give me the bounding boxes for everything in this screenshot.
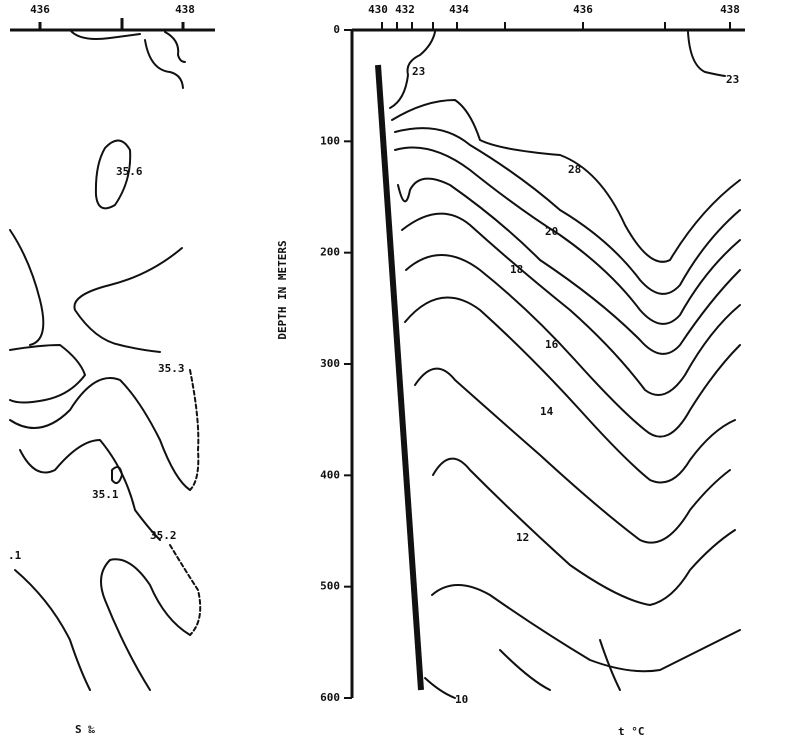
isotherm — [499, 649, 551, 691]
isotherm — [405, 254, 741, 438]
isotherm — [431, 584, 741, 673]
contour — [19, 439, 161, 541]
isotherm — [424, 677, 456, 699]
top-label: 438 — [720, 3, 740, 16]
contour-label: 35.1 — [92, 488, 119, 501]
depth-tick-label: 0 — [333, 23, 340, 36]
depth-tick-label: 300 — [320, 357, 340, 370]
isotherm — [401, 212, 741, 396]
isotherm-label: 14 — [540, 405, 554, 418]
contour-label: 35.2 — [150, 529, 177, 542]
contour — [189, 369, 200, 491]
isotherm-label: 12 — [516, 531, 529, 544]
top-label: 436 — [573, 3, 593, 16]
isotherm — [404, 296, 736, 484]
isotherm — [389, 31, 436, 109]
top-ticks — [381, 22, 731, 30]
unit-label: S ‰ — [75, 723, 95, 736]
station-line — [375, 64, 424, 691]
isotherm-label: 20 — [545, 225, 558, 238]
contour-label: 35.6 — [116, 165, 143, 178]
isotherm-label: 18 — [510, 263, 523, 276]
contour — [94, 139, 132, 210]
top-label: 430 — [368, 3, 388, 16]
axis-label: DEPTH IN METERS — [276, 240, 289, 339]
right-panel: 430 432 434 436 438 DEPTH IN METERS 23 2… — [276, 3, 745, 738]
contour — [100, 558, 191, 691]
contour — [9, 377, 191, 491]
contour — [164, 31, 186, 63]
isotherm — [687, 31, 726, 77]
isotherm-label: 23 — [412, 65, 425, 78]
contour — [144, 39, 184, 89]
isotherm-label: 28 — [568, 163, 581, 176]
depth-tick-label: 100 — [320, 134, 340, 147]
isotherm — [432, 457, 736, 606]
depth-tick-label: 400 — [320, 468, 340, 481]
contour — [9, 229, 45, 346]
depth-tick-label: 200 — [320, 246, 340, 259]
contour-label: .1 — [8, 549, 22, 562]
top-label: 432 — [395, 3, 415, 16]
contour — [169, 544, 202, 636]
contour — [73, 247, 183, 353]
isotherm — [391, 99, 741, 263]
isotherm — [599, 639, 621, 691]
top-label: 434 — [449, 3, 469, 16]
isotherm-label: 23 — [726, 73, 739, 86]
top-label: 436 — [30, 3, 50, 16]
contour-label: 35.3 — [158, 362, 185, 375]
contour — [14, 569, 91, 691]
isotherm-label: 16 — [545, 338, 559, 351]
depth-tick-label: 600 — [320, 691, 340, 704]
unit-label: t °C — [618, 725, 645, 738]
contour — [69, 29, 141, 40]
contour — [9, 344, 86, 404]
isotherm — [414, 367, 731, 544]
left-panel: 436 438 35.6 35.3 35.1 35.2 .1 S ‰ — [8, 3, 215, 736]
isotherm — [394, 146, 741, 325]
contour — [111, 465, 123, 485]
isotherm-label: 10 — [455, 693, 468, 706]
depth-tick-label: 500 — [320, 580, 340, 593]
top-label: 438 — [175, 3, 195, 16]
isotherm — [394, 127, 741, 295]
isotherm — [397, 177, 741, 355]
